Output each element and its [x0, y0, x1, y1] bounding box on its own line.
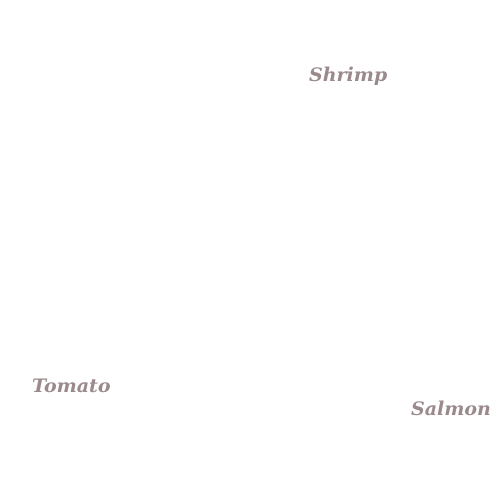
- shrimp-label: Shrimp: [309, 64, 388, 86]
- tomato-label: Tomato: [32, 375, 111, 397]
- salmon-label: Salmon: [411, 398, 491, 420]
